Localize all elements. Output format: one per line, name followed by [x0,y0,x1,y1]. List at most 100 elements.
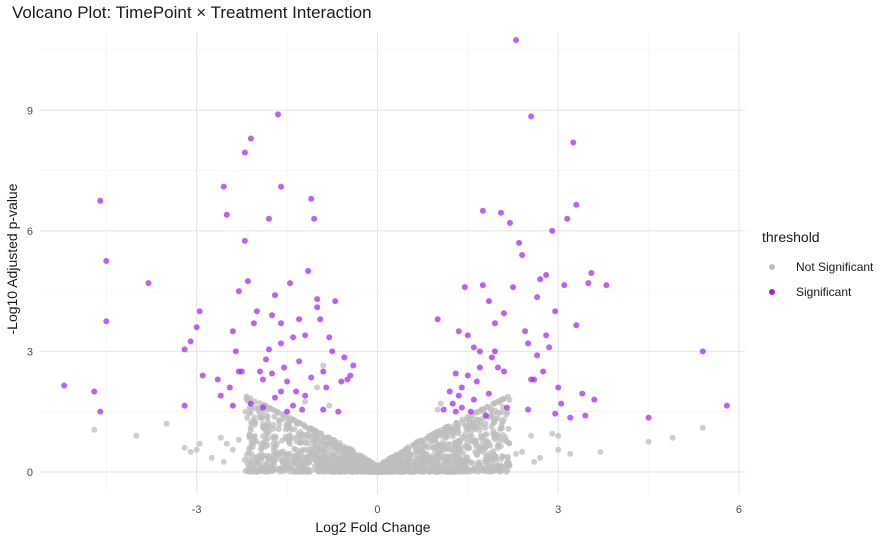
point-not-significant [288,426,295,433]
point-not-significant [346,466,353,473]
x-tick-label: -3 [192,504,202,516]
x-tick-label: 6 [736,504,742,516]
point-not-significant [277,417,284,424]
point-not-significant [459,419,466,426]
point-not-significant [279,437,286,444]
point-not-significant [397,450,404,457]
point-not-significant [385,455,392,462]
point-significant [272,394,278,401]
point-significant [311,215,318,222]
point-not-significant [196,440,203,447]
point-not-significant [456,438,463,445]
point-significant [546,344,553,351]
point-significant [540,368,547,375]
point-not-significant [324,457,331,464]
point-significant [573,322,580,329]
point-not-significant [441,446,448,453]
point-not-significant [463,416,470,423]
point-not-significant [487,412,494,419]
point-not-significant [461,431,468,438]
point-not-significant [248,451,255,458]
point-significant [558,400,565,407]
point-not-significant [271,407,278,414]
point-significant [543,272,550,279]
point-not-significant [418,438,425,445]
point-significant [329,348,336,355]
point-not-significant [469,419,476,426]
point-not-significant [479,434,486,441]
point-not-significant [449,433,456,440]
point-not-significant [264,414,271,421]
point-significant [241,237,248,244]
point-not-significant [499,396,506,403]
legend: threshold Not Significant Significant [762,229,873,304]
point-not-significant [342,462,349,469]
point-not-significant [91,426,98,433]
point-not-significant [361,458,368,465]
legend-label-not-significant: Not Significant [796,259,874,274]
point-not-significant [426,468,433,475]
point-not-significant [275,426,282,433]
point-not-significant [312,442,319,449]
point-not-significant [531,458,538,465]
point-not-significant [451,443,458,450]
point-not-significant [323,466,330,473]
point-not-significant [555,432,562,439]
point-significant [452,408,459,415]
y-axis-title: -Log10 Adjusted p-value [4,183,20,334]
point-significant [567,414,574,421]
point-significant [485,390,492,397]
point-significant [510,284,517,291]
point-significant [585,280,592,287]
point-not-significant [519,448,526,455]
point-not-significant [315,437,322,444]
point-significant [103,318,110,325]
point-not-significant [413,440,420,447]
point-not-significant [254,467,261,474]
point-significant [268,312,275,319]
point-not-significant [223,440,230,447]
point-significant [534,294,541,301]
point-not-significant [336,440,343,447]
point-not-significant [502,434,509,441]
point-not-significant [295,450,302,457]
point-significant [193,324,200,331]
point-not-significant [331,468,338,475]
point-significant [196,308,203,315]
point-not-significant [476,427,483,434]
point-significant [470,396,477,403]
point-significant [278,183,285,190]
point-not-significant [301,422,308,429]
point-not-significant [549,430,556,437]
point-not-significant [443,462,450,469]
point-not-significant [437,400,444,407]
point-significant [259,404,266,411]
point-not-significant [402,453,409,460]
point-significant [332,298,339,305]
point-significant [250,320,257,327]
point-significant [497,209,504,216]
point-not-significant [133,432,140,439]
point-significant [479,207,486,214]
point-significant [275,111,282,118]
point-significant [199,372,206,379]
point-not-significant [513,450,520,457]
point-not-significant [279,468,286,475]
point-not-significant [460,449,467,456]
point-not-significant [428,455,435,462]
point-not-significant [504,409,511,416]
point-not-significant [283,457,290,464]
point-not-significant [320,362,327,369]
legend-key-significant [769,288,775,295]
point-significant [525,340,532,347]
point-not-significant [439,433,446,440]
point-significant [317,316,324,323]
point-not-significant [287,464,294,471]
axis-ticks: -3 0 3 6 0 3 6 9 [27,105,742,516]
point-not-significant [284,451,291,458]
point-not-significant [316,467,323,474]
point-significant [528,113,535,120]
point-not-significant [282,426,289,433]
point-significant [278,340,285,347]
